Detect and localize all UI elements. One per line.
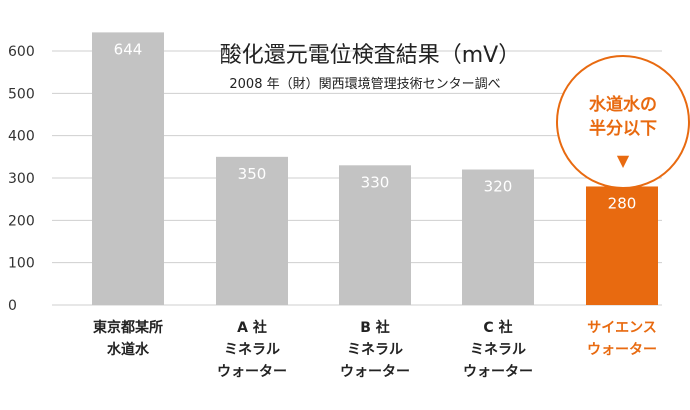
bars <box>92 32 658 306</box>
category-label: ウォーター <box>340 364 410 380</box>
bar-highlight <box>586 186 658 305</box>
chart-subtitle: 2008 年（財）関西環境管理技術センター調べ <box>229 77 500 92</box>
y-tick-label: 0 <box>8 298 17 314</box>
category-label: ミネラル <box>347 342 403 358</box>
y-tick-label: 200 <box>8 213 35 229</box>
callout-line-2: 半分以下 <box>589 118 657 139</box>
category-label: サイエンス <box>587 320 657 336</box>
y-tick-label: 300 <box>8 171 35 187</box>
data-label: 350 <box>238 165 267 183</box>
bar <box>92 32 164 306</box>
data-labels: 644 350 330 320 280 <box>114 40 637 212</box>
chart-title: 酸化還元電位検査結果（mV） <box>220 43 520 68</box>
y-tick-label: 100 <box>8 256 35 272</box>
bar <box>339 165 411 305</box>
category-label: ウォーター <box>463 364 533 380</box>
callout: 水道水の 半分以下 ▼ <box>556 55 690 189</box>
callout-down-triangle-icon: ▼ <box>617 151 630 170</box>
category-label: C 社 <box>483 319 512 336</box>
category-label: ミネラル <box>470 342 526 358</box>
data-label: 280 <box>608 194 637 212</box>
callout-line-1: 水道水の <box>589 94 657 115</box>
y-axis: 0 100 200 300 400 500 600 <box>8 44 35 314</box>
y-tick-label: 600 <box>8 44 35 60</box>
data-label: 644 <box>114 40 143 58</box>
bar <box>462 169 534 305</box>
category-label: A 社 <box>237 319 267 336</box>
category-label: B 社 <box>360 319 390 336</box>
data-label: 330 <box>361 173 390 191</box>
category-label: ミネラル <box>224 342 280 358</box>
bar <box>216 156 288 305</box>
category-label: 水道水 <box>107 341 150 358</box>
y-tick-label: 400 <box>8 129 35 145</box>
category-label: 東京都某所 <box>93 319 163 336</box>
data-label: 320 <box>484 178 513 196</box>
callout-circle <box>556 55 690 189</box>
y-tick-label: 500 <box>8 86 35 102</box>
category-label: ウォーター <box>587 342 657 358</box>
category-label: ウォーター <box>217 364 287 380</box>
